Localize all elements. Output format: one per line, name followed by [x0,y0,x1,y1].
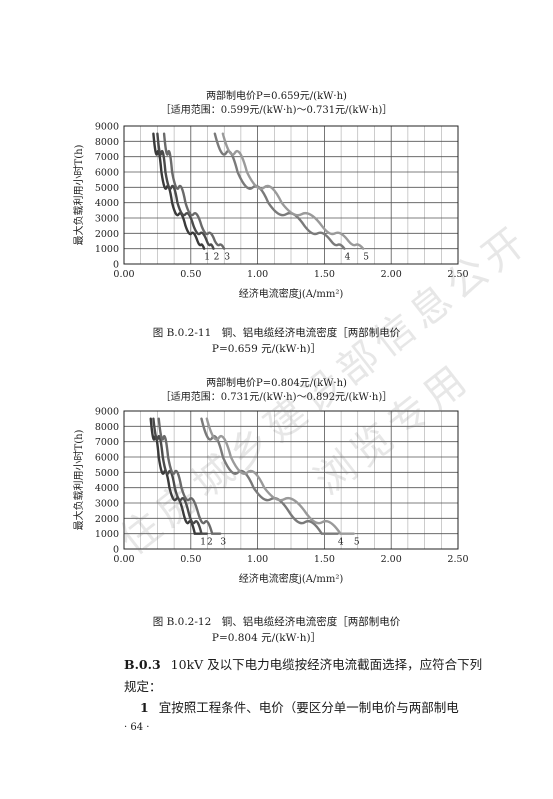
x-tick-label: 2.50 [447,269,468,280]
chart2-subtitle: ［适用范围：0.731元/(kW·h)～0.892元/(kW·h)］ [160,392,393,403]
y-tick-label: 8000 [95,422,119,433]
series-label-4: 4 [345,252,351,262]
chart1-caption-line1: 图 B.0.2-11 铜、铝电缆经济电流密度［两部制电价 [152,327,401,339]
chart1-caption: 图 B.0.2-11 铜、铝电缆经济电流密度［两部制电价 P=0.659 元/(… [0,325,553,357]
series-line-4 [200,417,339,535]
y-tick-label: 2000 [95,514,119,525]
x-tick-label: 2.00 [381,554,402,565]
y-tick-label: 6000 [95,453,119,464]
series-label-1: 1 [200,537,206,547]
x-tick-label: 1.50 [314,269,335,280]
y-axis-label: 最大负载利用小时T(h) [72,144,85,245]
y-tick-label: 6000 [95,168,119,179]
chart1-subtitle: ［适用范围：0.599元/(kW·h)～0.731元/(kW·h)］ [160,105,393,116]
page-number: · 64 · [124,722,150,733]
y-tick-label: 2000 [95,229,119,240]
y-tick-label: 7000 [95,437,119,448]
chart2-caption-line1: 图 B.0.2-12 铜、铝电缆经济电流密度［两部制电价 [152,616,401,628]
x-tick-label: 1.00 [247,554,268,565]
y-tick-label: 4000 [95,483,119,494]
series-label-3: 3 [220,537,226,547]
y-tick-label: 3000 [95,214,119,225]
x-tick-label: 0.00 [113,269,134,280]
y-tick-label: 5000 [95,468,119,479]
clause-number: B.0.3 [124,657,161,672]
x-tick-label: 1.50 [314,554,335,565]
clause-text-line1: 10kV 及以下电力电缆按经济电流截面选择，应符合下列 [170,657,483,672]
chart1-title: 两部制电价P=0.659元/(kW·h) [206,91,347,102]
chart1-plot: 0 1000 2000 3000 4000 5000 6000 7000 8000 9000 0.0… [72,122,469,301]
y-tick-label: 0 [113,545,119,556]
series-line-2 [156,132,215,250]
series-line-5 [221,132,365,250]
y-tick-label: 3000 [95,499,119,510]
series-line-3 [157,417,222,535]
series-line-1 [149,417,202,535]
y-tick-label: 1000 [95,529,119,540]
series-line-5 [205,417,355,535]
y-tick-label: 4000 [95,198,119,209]
x-tick-label: 2.00 [381,269,402,280]
x-tick-label: 1.00 [247,269,268,280]
series-line-2 [152,417,209,535]
x-axis-label: 经济电流密度j(A/mm²) [239,572,344,585]
clause-b03: B.0.3 10kV 及以下电力电缆按经济电流截面选择，应符合下列 [124,654,484,675]
y-tick-label: 9000 [95,407,119,418]
x-tick-label: 0.50 [180,269,201,280]
series-label-2: 2 [214,252,220,262]
item-text: 宜按照工程条件、电价（要区分单一制电价与两部制电 [158,700,459,715]
chart2-title: 两部制电价P=0.804元/(kW·h) [206,378,347,389]
y-tick-label: 7000 [95,152,119,163]
y-tick-label: 5000 [95,183,119,194]
chart2-plot: 0 1000 2000 3000 4000 5000 6000 7000 8000 9000 0.0… [72,407,469,586]
series-label-2: 2 [207,537,213,547]
series-line-3 [162,132,226,250]
chart2-caption-line2: P=0.804 元/(kW·h)］ [211,632,322,644]
clause-item-1: 1 宜按照工程条件、电价（要区分单一制电价与两部制电 [140,697,500,718]
clause-text-line2: 规定： [124,679,162,694]
x-tick-label: 2.50 [447,554,468,565]
series-label-3: 3 [224,252,230,262]
series-label-4: 4 [338,537,344,547]
y-tick-label: 0 [113,260,119,271]
y-tick-label: 1000 [95,244,119,255]
plot-frame [123,410,459,550]
item-number: 1 [140,700,149,715]
x-tick-label: 0.50 [180,554,201,565]
series-line-4 [213,132,346,250]
y-tick-label: 8000 [95,137,119,148]
x-axis-label: 经济电流密度j(A/mm²) [239,287,344,300]
y-tick-label: 9000 [95,122,119,133]
chart2-caption: 图 B.0.2-12 铜、铝电缆经济电流密度［两部制电价 P=0.804 元/(… [0,614,553,646]
plot-frame [123,125,459,265]
series-label-5: 5 [363,252,369,262]
x-tick-label: 0.00 [113,554,134,565]
series-line-1 [152,132,206,250]
series-label-1: 1 [204,252,210,262]
y-axis-label: 最大负载利用小时T(h) [72,429,85,530]
chart1-caption-line2: P=0.659 元/(kW·h)］ [211,343,322,355]
series-label-5: 5 [354,537,360,547]
